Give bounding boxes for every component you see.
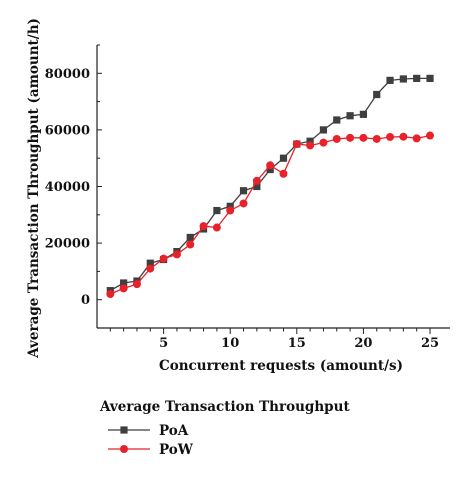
data-point-pow (212, 223, 221, 232)
x-tick-label: 20 (354, 336, 372, 351)
data-point-poa (239, 187, 248, 195)
data-point-poa (359, 110, 368, 118)
data-point-pow (386, 132, 395, 141)
data-point-pow (132, 280, 141, 289)
data-point-pow (266, 161, 275, 170)
data-point-pow (186, 240, 195, 249)
y-tick-label: 40000 (45, 180, 90, 195)
x-axis-title: Concurrent requests (amount/s) (159, 358, 403, 374)
data-point-pow (119, 284, 128, 293)
data-point-poa (346, 112, 354, 120)
series-layer (106, 74, 435, 299)
legend-label-poa: PoA (159, 423, 189, 439)
legend-item-pow: PoW (108, 442, 194, 458)
data-point-pow (372, 134, 381, 143)
data-point-pow (292, 140, 301, 149)
data-point-pow (106, 290, 115, 299)
data-point-pow (172, 250, 181, 259)
y-tick-label: 80000 (45, 67, 90, 82)
data-point-poa (226, 202, 234, 210)
data-point-poa (266, 165, 274, 174)
legend-marker-poa (120, 426, 128, 434)
data-point-poa (213, 206, 221, 215)
series-poa (106, 74, 434, 295)
data-point-pow (306, 141, 315, 150)
data-point-pow (359, 133, 368, 142)
data-point-poa (279, 154, 288, 162)
legend-item-poa: PoA (108, 423, 189, 439)
y-tick-label: 60000 (45, 123, 90, 138)
data-point-poa (399, 75, 407, 83)
data-point-pow (226, 206, 235, 215)
data-point-pow (412, 134, 421, 143)
y-tick-label: 0 (81, 293, 90, 308)
data-point-poa (426, 74, 434, 82)
data-point-pow (332, 134, 341, 143)
y-axis-title: Average Transaction Throughput (amount/h… (26, 18, 42, 359)
data-point-poa (319, 126, 328, 134)
data-point-poa (386, 76, 394, 84)
data-point-poa (146, 259, 154, 267)
x-tick-label: 5 (159, 336, 168, 351)
legend-title: Average Transaction Throughput (99, 399, 350, 415)
data-point-poa (253, 182, 261, 191)
data-point-poa (413, 74, 421, 82)
legend-marker-pow (120, 445, 128, 453)
data-point-pow (426, 131, 435, 140)
data-point-pow (399, 132, 408, 141)
legend-items: PoA PoW (108, 423, 194, 458)
data-point-pow (252, 176, 261, 185)
data-point-pow (159, 254, 168, 263)
series-line-poa (109, 77, 430, 292)
data-point-poa (373, 90, 381, 99)
data-point-poa (306, 137, 314, 145)
data-point-pow (279, 169, 288, 178)
data-point-poa (333, 116, 341, 124)
data-point-pow (319, 138, 328, 147)
axes: 0 20000 40000 60000 80000 5 10 15 20 25 (45, 44, 450, 351)
series-pow (106, 131, 435, 299)
x-tick-label: 15 (288, 336, 306, 351)
x-tick-label: 10 (221, 336, 239, 351)
series-line-pow (110, 134, 431, 295)
data-point-pow (239, 199, 248, 208)
x-tick-label: 25 (421, 336, 439, 351)
data-point-poa (186, 233, 194, 242)
legend-label-pow: PoW (159, 442, 194, 458)
data-point-pow (346, 133, 355, 142)
data-point-poa (120, 279, 128, 287)
legend: Average Transaction Throughput PoA PoW (99, 399, 350, 458)
y-tick-label: 20000 (45, 237, 90, 252)
data-point-pow (199, 222, 208, 231)
data-point-pow (146, 264, 155, 273)
